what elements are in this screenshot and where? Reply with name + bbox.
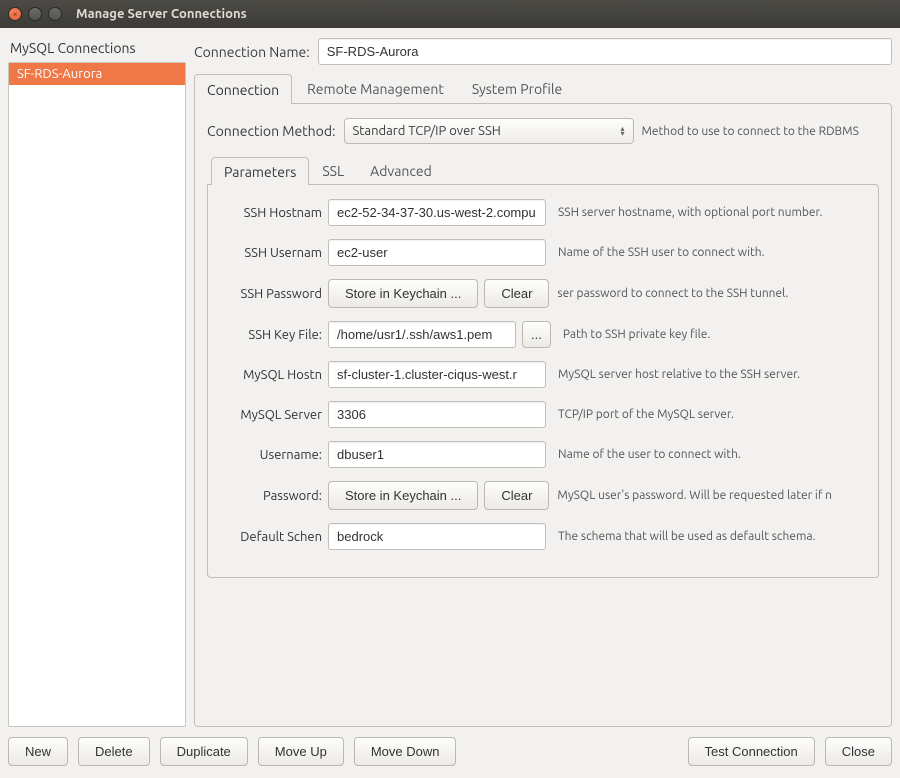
window-controls: × – ▢ <box>8 7 62 21</box>
new-button[interactable]: New <box>8 737 68 766</box>
connection-method-hint: Method to use to connect to the RDBMS <box>642 125 859 138</box>
main-area: MySQL Connections SF-RDS-Aurora Connecti… <box>0 28 900 727</box>
tab-parameters[interactable]: Parameters <box>211 157 309 185</box>
tab-connection[interactable]: Connection <box>194 74 292 104</box>
ssh-hostname-input[interactable] <box>328 199 546 226</box>
password-hint: MySQL user's password. Will be requested… <box>557 489 868 502</box>
connection-method-row: Connection Method: Standard TCP/IP over … <box>207 118 879 144</box>
ssh-password-buttons: Store in Keychain ... Clear <box>328 279 549 308</box>
connection-method-value: Standard TCP/IP over SSH <box>353 124 501 138</box>
username-input[interactable] <box>328 441 546 468</box>
mysql-port-label: MySQL Server <box>218 408 322 422</box>
connection-name-label: Connection Name: <box>194 44 310 60</box>
maximize-icon[interactable]: ▢ <box>48 7 62 21</box>
row-ssh-keyfile: SSH Key File: ... Path to SSH private ke… <box>218 321 868 348</box>
parameters-panel: SSH Hostnam SSH server hostname, with op… <box>207 184 879 578</box>
row-username: Username: Name of the user to connect wi… <box>218 441 868 468</box>
connection-method-select[interactable]: Standard TCP/IP over SSH ▴▾ <box>344 118 634 144</box>
chevron-updown-icon: ▴▾ <box>620 126 624 136</box>
mysql-port-hint: TCP/IP port of the MySQL server. <box>558 408 868 421</box>
row-mysql-hostname: MySQL Hostn MySQL server host relative t… <box>218 361 868 388</box>
right-pane: Connection Name: Connection Remote Manag… <box>194 36 892 727</box>
row-ssh-password: SSH Password Store in Keychain ... Clear… <box>218 279 868 308</box>
inner-tab-strip: Parameters SSL Advanced <box>211 156 879 184</box>
connection-name-row: Connection Name: <box>194 36 892 73</box>
password-clear-button[interactable]: Clear <box>484 481 549 510</box>
username-hint: Name of the user to connect with. <box>558 448 868 461</box>
tab-remote-management[interactable]: Remote Management <box>294 73 457 103</box>
row-ssh-username: SSH Usernam Name of the SSH user to conn… <box>218 239 868 266</box>
minimize-icon[interactable]: – <box>28 7 42 21</box>
close-icon[interactable]: × <box>8 7 22 21</box>
window-content: MySQL Connections SF-RDS-Aurora Connecti… <box>0 28 900 778</box>
ssh-keyfile-input[interactable] <box>328 321 516 348</box>
tab-panel-connection: Connection Method: Standard TCP/IP over … <box>194 103 892 727</box>
bottom-toolbar: New Delete Duplicate Move Up Move Down T… <box>0 727 900 778</box>
default-schema-input[interactable] <box>328 523 546 550</box>
default-schema-label: Default Schen <box>218 530 322 544</box>
connection-list-item[interactable]: SF-RDS-Aurora <box>9 63 185 85</box>
sidebar-title: MySQL Connections <box>8 36 186 62</box>
ssh-username-hint: Name of the SSH user to connect with. <box>558 246 868 259</box>
sidebar: MySQL Connections SF-RDS-Aurora <box>8 36 186 727</box>
mysql-port-input[interactable] <box>328 401 546 428</box>
tabs-container: Connection Remote Management System Prof… <box>194 73 892 727</box>
ssh-username-input[interactable] <box>328 239 546 266</box>
tab-advanced[interactable]: Advanced <box>357 156 445 184</box>
connection-name-input[interactable] <box>318 38 892 65</box>
test-connection-button[interactable]: Test Connection <box>688 737 815 766</box>
close-button[interactable]: Close <box>825 737 892 766</box>
password-store-button[interactable]: Store in Keychain ... <box>328 481 478 510</box>
duplicate-button[interactable]: Duplicate <box>160 737 248 766</box>
tab-strip: Connection Remote Management System Prof… <box>194 73 892 103</box>
ssh-keyfile-browse-button[interactable]: ... <box>522 321 551 348</box>
mysql-hostname-label: MySQL Hostn <box>218 368 322 382</box>
ssh-hostname-label: SSH Hostnam <box>218 206 322 220</box>
ssh-username-label: SSH Usernam <box>218 246 322 260</box>
ssh-password-clear-button[interactable]: Clear <box>484 279 549 308</box>
ssh-password-label: SSH Password <box>218 287 322 301</box>
move-down-button[interactable]: Move Down <box>354 737 457 766</box>
connection-list[interactable]: SF-RDS-Aurora <box>8 62 186 727</box>
ssh-password-hint: ser password to connect to the SSH tunne… <box>557 287 868 300</box>
connection-method-label: Connection Method: <box>207 123 336 139</box>
password-label: Password: <box>218 489 322 503</box>
ssh-password-store-button[interactable]: Store in Keychain ... <box>328 279 478 308</box>
delete-button[interactable]: Delete <box>78 737 150 766</box>
move-up-button[interactable]: Move Up <box>258 737 344 766</box>
row-mysql-port: MySQL Server TCP/IP port of the MySQL se… <box>218 401 868 428</box>
window-title: Manage Server Connections <box>76 7 247 21</box>
default-schema-hint: The schema that will be used as default … <box>558 530 868 543</box>
tab-ssl[interactable]: SSL <box>309 156 357 184</box>
row-ssh-hostname: SSH Hostnam SSH server hostname, with op… <box>218 199 868 226</box>
mysql-hostname-hint: MySQL server host relative to the SSH se… <box>558 368 868 381</box>
ssh-hostname-hint: SSH server hostname, with optional port … <box>558 206 868 219</box>
ssh-keyfile-hint: Path to SSH private key file. <box>563 328 868 341</box>
password-buttons: Store in Keychain ... Clear <box>328 481 549 510</box>
row-default-schema: Default Schen The schema that will be us… <box>218 523 868 550</box>
username-label: Username: <box>218 448 322 462</box>
ssh-keyfile-label: SSH Key File: <box>218 328 322 342</box>
inner-tabs: Parameters SSL Advanced SSH Hostnam SSH … <box>207 156 879 578</box>
mysql-hostname-input[interactable] <box>328 361 546 388</box>
tab-system-profile[interactable]: System Profile <box>459 73 575 103</box>
titlebar: × – ▢ Manage Server Connections <box>0 0 900 28</box>
row-password: Password: Store in Keychain ... Clear My… <box>218 481 868 510</box>
